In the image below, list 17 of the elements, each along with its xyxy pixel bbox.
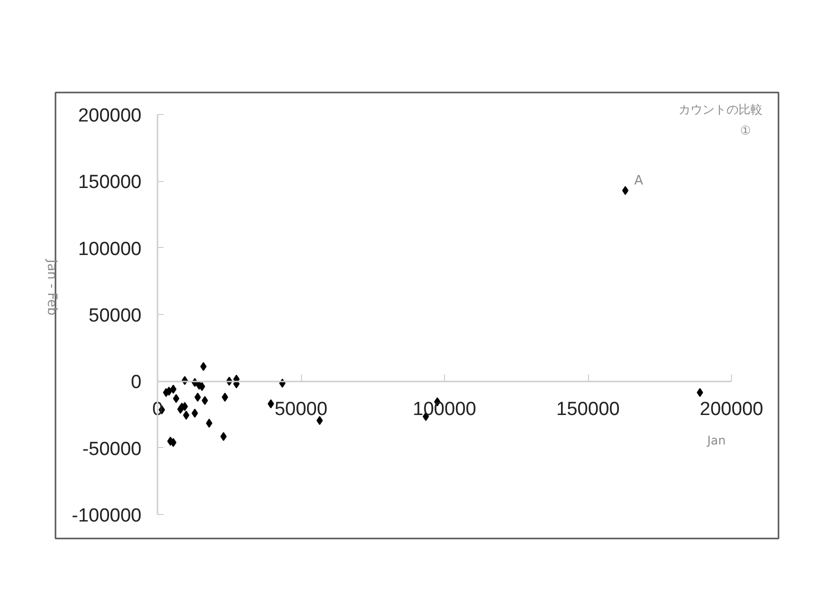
y-tick-label: 50000 xyxy=(88,306,142,326)
x-tick-label: 0 xyxy=(152,399,163,420)
annotation: カウントの比較 xyxy=(678,102,762,116)
y-tick-label: -100000 xyxy=(72,506,142,526)
y-tick-label: 200000 xyxy=(78,106,142,126)
y-tick-label: 0 xyxy=(130,372,142,394)
x-tick-label: 150000 xyxy=(556,399,620,420)
y-tick-label: 100000 xyxy=(78,238,142,260)
x-axis-title: Jan xyxy=(706,434,726,448)
annotation: A xyxy=(634,174,644,188)
text: ① xyxy=(740,124,751,138)
y-axis-title: Jan - Feb xyxy=(44,258,59,316)
x-tick-label: 50000 xyxy=(274,399,328,420)
y-tick-label: 150000 xyxy=(78,172,142,194)
x-tick-label: 100000 xyxy=(412,399,476,420)
y-tick-label: -50000 xyxy=(82,438,142,460)
x-tick-label: 200000 xyxy=(700,399,764,420)
